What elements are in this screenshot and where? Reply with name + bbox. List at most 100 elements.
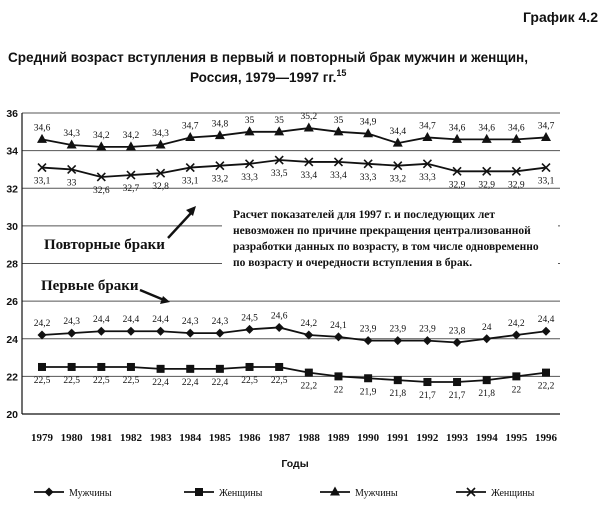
data-label-repeat-women-1995: 32,9	[508, 180, 525, 190]
legend-marker-first-men	[44, 487, 54, 497]
data-label-first-men-1992: 23,9	[419, 325, 436, 335]
point-repeat-women-1980	[67, 164, 77, 175]
chart-title-line-2: Россия, 1979—1997 гг.15	[190, 68, 346, 85]
annot-first-background	[38, 274, 142, 296]
data-label-repeat-women-1990: 33,3	[360, 173, 377, 183]
point-repeat-women-1995-stroke-b	[511, 166, 521, 176]
data-label-first-women-1986: 22,5	[241, 376, 258, 386]
point-repeat-women-1996-stroke-b	[541, 162, 551, 173]
point-first-women-1987	[275, 362, 284, 371]
point-repeat-women-1989-stroke-b	[333, 157, 344, 167]
data-label-first-men-1993: 23,8	[449, 327, 466, 337]
note-line-4: по возрасту и очередности вступления в б…	[233, 257, 472, 269]
data-label-repeat-men-1990: 34,9	[360, 118, 377, 128]
point-repeat-women-1994-stroke-b	[482, 166, 492, 176]
point-repeat-women-1994	[482, 166, 492, 176]
data-label-repeat-men-1994: 34,6	[478, 123, 495, 133]
data-label-first-men-1983: 24,4	[152, 315, 169, 325]
data-label-repeat-men-1986: 35	[245, 116, 255, 126]
annot-repeat-background	[40, 232, 172, 254]
x-tick-label-1983: 1983	[150, 432, 173, 444]
data-label-repeat-men-1991: 34,4	[389, 127, 406, 137]
point-repeat-men-1985	[214, 130, 225, 140]
data-label-first-men-1987: 24,6	[271, 311, 288, 321]
point-first-women-1995	[512, 372, 521, 381]
point-repeat-women-1993	[452, 166, 462, 176]
data-label-first-women-1987: 22,5	[271, 376, 288, 386]
data-label-first-men-1994: 24	[482, 323, 492, 333]
point-repeat-men-1995	[511, 133, 522, 143]
data-label-first-women-1981: 22,5	[93, 376, 110, 386]
data-label-repeat-women-1996: 33,1	[538, 177, 555, 187]
point-first-men-1996	[541, 326, 551, 336]
point-first-men-1989	[333, 332, 343, 342]
data-label-first-women-1988: 22,2	[301, 382, 318, 392]
point-repeat-men-1980	[66, 139, 77, 149]
chart-number-label: График 4.2	[523, 9, 598, 25]
data-label-first-women-1984: 22,4	[182, 378, 199, 388]
data-label-first-women-1994: 21,8	[478, 389, 495, 399]
data-label-repeat-women-1986: 33,3	[241, 173, 258, 183]
point-first-women-1981	[97, 362, 106, 371]
point-first-women-1988	[304, 368, 313, 377]
data-label-repeat-men-1995: 34,6	[508, 123, 525, 133]
point-first-men-1994	[482, 334, 492, 344]
legend-marker-repeat-men	[330, 486, 340, 496]
y-tick-label-30: 30	[6, 221, 18, 233]
note-line-2: невозможен по причине прекращения центра…	[233, 225, 531, 237]
data-label-first-men-1988: 24,2	[301, 319, 318, 329]
point-repeat-women-1996	[541, 162, 551, 173]
point-first-women-1986	[245, 362, 254, 371]
point-first-men-1992	[422, 336, 432, 346]
point-repeat-women-1979-stroke-b	[37, 162, 47, 173]
y-tick-label-32: 32	[6, 183, 18, 195]
point-repeat-women-1992-stroke-b	[422, 159, 432, 169]
x-tick-label-1995: 1995	[505, 432, 528, 444]
data-label-repeat-women-1994: 32,9	[478, 180, 495, 190]
data-label-repeat-men-1980: 34,3	[63, 129, 80, 139]
series-lines	[37, 122, 551, 387]
x-tick-label-1981: 1981	[90, 432, 112, 444]
x-tick-label-1991: 1991	[387, 432, 409, 444]
point-first-men-1979	[37, 330, 47, 340]
point-repeat-women-1979	[37, 162, 47, 173]
data-label-first-women-1983: 22,4	[152, 378, 169, 388]
annot-first-arrow-head	[160, 296, 170, 304]
data-labels: 24,2 24,3 24,4 24,4 24,4 24,3 24,3 24,5 24,6 24,2…	[34, 112, 555, 401]
data-label-first-women-1995: 22	[512, 385, 522, 395]
data-label-first-men-1981: 24,4	[93, 315, 110, 325]
data-label-first-men-1986: 24,5	[241, 313, 258, 323]
point-first-men-1985	[215, 328, 225, 338]
data-label-first-men-1995: 24,2	[508, 319, 525, 329]
data-label-repeat-men-1989: 35	[334, 116, 344, 126]
data-label-repeat-men-1981: 34,2	[93, 131, 110, 141]
data-label-first-women-1993: 21,7	[449, 391, 466, 401]
data-label-repeat-men-1985: 34,8	[212, 120, 229, 130]
point-repeat-women-1982	[126, 170, 136, 180]
data-label-repeat-women-1989: 33,4	[330, 171, 347, 181]
data-label-repeat-men-1987: 35	[274, 116, 284, 126]
point-repeat-men-1981	[96, 141, 107, 151]
series-line-first-women	[42, 366, 547, 383]
note-background	[222, 202, 558, 280]
data-label-repeat-women-1987: 33,5	[271, 169, 288, 179]
legend-label-repeat-men: Мужчины	[355, 488, 398, 499]
point-repeat-women-1991-stroke-b	[393, 161, 403, 171]
point-repeat-women-1988	[304, 157, 314, 167]
data-label-repeat-men-1992: 34,7	[419, 121, 436, 131]
data-label-repeat-men-1979: 34,6	[34, 123, 51, 133]
note-line-3: разработки данных по возрасту, в том чис…	[233, 241, 539, 253]
point-first-men-1988	[304, 330, 314, 340]
point-repeat-men-1992	[422, 131, 433, 141]
point-first-men-1980	[67, 328, 77, 338]
x-tick-label-1987: 1987	[268, 432, 291, 444]
data-label-repeat-men-1993: 34,6	[449, 123, 466, 133]
data-label-first-women-1992: 21,7	[419, 391, 436, 401]
y-tick-label-24: 24	[6, 334, 18, 346]
point-repeat-women-1986	[244, 159, 255, 169]
point-repeat-men-1991	[392, 137, 403, 147]
point-repeat-men-1988	[303, 122, 314, 132]
data-label-first-men-1989: 24,1	[330, 321, 347, 331]
axes: 20 22 24 26 28 30 32 34 36 1979 1980 1981 1982 1983 19…	[6, 108, 560, 444]
data-label-first-women-1989: 22	[334, 385, 344, 395]
